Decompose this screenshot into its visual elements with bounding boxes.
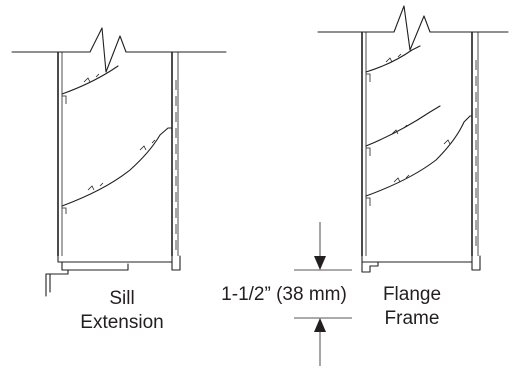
sill-extension-label-line2: Extension [80, 312, 163, 333]
dimension-arrow-up [314, 318, 326, 332]
flange-strap-upper [365, 45, 421, 73]
flange-strap-mid [365, 105, 441, 147]
flange-strap-lower [365, 115, 473, 197]
strap-lower [61, 127, 173, 207]
flange-frame-label-line1: Flange [383, 284, 441, 305]
flange-frame-detail: Flange Frame [317, 5, 509, 329]
dimension-callout: 1-1/2” (38 mm) [221, 222, 352, 366]
flange-frame-profile [361, 255, 473, 263]
sill-extension-detail: Sill Extension [11, 27, 227, 333]
flange-frame-label-line2: Frame [385, 308, 440, 329]
strap-upper [61, 65, 119, 95]
wall-break-line-left [11, 27, 227, 73]
sill-extension-label-line1: Sill [109, 288, 134, 309]
sill-extension-profile [57, 255, 173, 263]
dimension-label: 1-1/2” (38 mm) [221, 284, 347, 305]
wall-break-line-right [317, 5, 509, 51]
dimension-arrow-down [314, 256, 326, 270]
